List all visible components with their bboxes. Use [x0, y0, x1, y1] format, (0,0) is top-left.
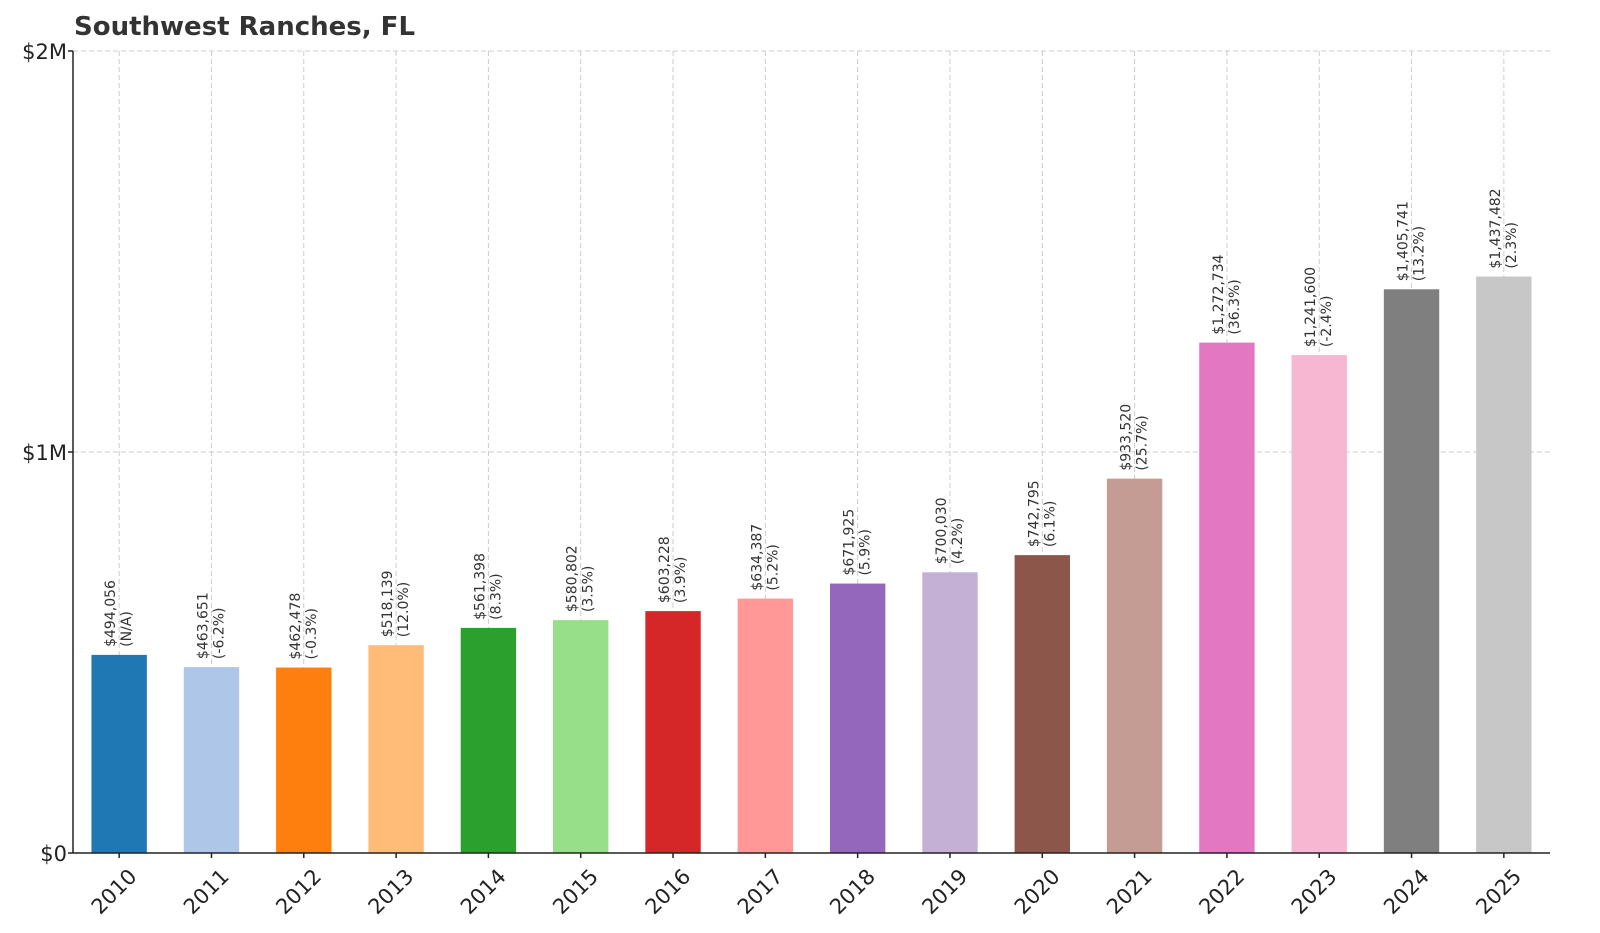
- x-tick-label: 2025: [1471, 864, 1526, 919]
- x-tick-label: 2010: [87, 864, 142, 919]
- bar-2012: [276, 667, 332, 853]
- change-label: (3.5%): [581, 566, 597, 613]
- data-label-2018: $671,925(5.9%): [842, 509, 874, 576]
- change-label: (5.2%): [765, 544, 781, 591]
- data-label-2024: $1,405,741(13.2%): [1396, 201, 1428, 281]
- value-label: $671,925: [842, 509, 858, 576]
- value-label: $700,030: [934, 497, 950, 564]
- data-label-2011: $463,651(-6.2%): [195, 592, 227, 659]
- x-tick-label: 2019: [917, 864, 972, 919]
- value-label: $580,802: [565, 545, 581, 612]
- data-label-2020: $742,795(6.1%): [1026, 480, 1058, 547]
- data-label-2012: $462,478(-0.3%): [288, 593, 320, 660]
- change-label: (13.2%): [1412, 226, 1428, 281]
- bar-2017: [737, 598, 794, 853]
- bar-layer: [91, 276, 1532, 854]
- value-label: $463,651: [195, 592, 211, 659]
- y-tick-label: $0: [40, 842, 67, 866]
- x-tick-label: 2022: [1194, 864, 1249, 919]
- x-tick-label: 2013: [364, 864, 419, 919]
- value-label: $933,520: [1119, 404, 1135, 471]
- data-label-2025: $1,437,482(2.3%): [1488, 188, 1520, 268]
- bar-2021: [1106, 478, 1163, 853]
- data-label-2010: $494,056(N/A): [103, 580, 135, 647]
- value-label: $603,228: [657, 536, 673, 603]
- bar-2020: [1014, 555, 1070, 853]
- bar-2014: [460, 627, 517, 853]
- change-label: (N/A): [119, 611, 135, 647]
- bar-2018: [829, 583, 886, 853]
- x-tick-label: 2014: [456, 864, 511, 919]
- bar-2022: [1199, 342, 1255, 853]
- value-label: $742,795: [1026, 480, 1042, 547]
- label-layer: $494,056(N/A) $463,651(-6.2%) $462,478(-0.…: [103, 188, 1520, 659]
- data-label-2023: $1,241,600(-2.4%): [1303, 267, 1335, 347]
- change-label: (5.9%): [858, 529, 874, 576]
- x-tick-label: 2021: [1102, 864, 1157, 919]
- data-label-2014: $561,398(8.3%): [472, 553, 504, 620]
- x-tick-label: 2012: [271, 864, 326, 919]
- x-tick-label: 2018: [825, 864, 880, 919]
- data-label-2017: $634,387(5.2%): [749, 524, 781, 591]
- bar-2010: [91, 654, 147, 853]
- data-label-2013: $518,139(12.0%): [380, 570, 412, 637]
- y-tick-label: $1M: [22, 441, 67, 465]
- value-label: $1,272,734: [1211, 254, 1227, 334]
- x-tick-label: 2023: [1287, 864, 1342, 919]
- change-label: (36.3%): [1227, 279, 1243, 334]
- change-label: (6.1%): [1042, 501, 1058, 548]
- x-tick-label: 2017: [733, 864, 788, 919]
- x-tick-label: 2024: [1379, 864, 1434, 919]
- value-label: $634,387: [749, 524, 765, 591]
- value-label: $518,139: [380, 570, 396, 637]
- bar-2025: [1476, 276, 1532, 854]
- change-label: (-6.2%): [211, 608, 227, 660]
- change-label: (8.3%): [488, 573, 504, 620]
- data-label-2015: $580,802(3.5%): [565, 545, 597, 612]
- change-label: (2.3%): [1504, 222, 1520, 269]
- value-label: $462,478: [288, 593, 304, 660]
- change-label: (3.9%): [673, 557, 689, 604]
- x-tick-label: 2011: [179, 864, 234, 919]
- bar-2019: [922, 572, 978, 853]
- change-label: (-2.4%): [1319, 296, 1335, 348]
- value-label: $1,405,741: [1396, 201, 1412, 281]
- x-tick-label: 2016: [641, 864, 696, 919]
- change-label: (12.0%): [396, 582, 412, 637]
- bar-2013: [368, 645, 424, 853]
- data-label-2021: $933,520(25.7%): [1119, 404, 1151, 471]
- data-label-2016: $603,228(3.9%): [657, 536, 689, 603]
- value-label: $561,398: [472, 553, 488, 620]
- data-label-2022: $1,272,734(36.3%): [1211, 254, 1243, 334]
- bar-2024: [1383, 289, 1440, 853]
- bar-2023: [1291, 355, 1347, 853]
- change-label: (-0.3%): [304, 608, 320, 660]
- bar-2015: [553, 620, 609, 853]
- data-label-2019: $700,030(4.2%): [934, 497, 966, 564]
- bar-2016: [645, 611, 701, 853]
- bar-2011: [183, 667, 240, 853]
- value-label: $1,437,482: [1488, 188, 1504, 268]
- change-label: (25.7%): [1135, 415, 1151, 470]
- x-tick-label: 2020: [1010, 864, 1065, 919]
- y-tick-label: $2M: [22, 40, 67, 64]
- change-label: (4.2%): [950, 518, 966, 565]
- value-label: $494,056: [103, 580, 119, 647]
- chart-title: Southwest Ranches, FL: [74, 12, 416, 42]
- value-label: $1,241,600: [1303, 267, 1319, 347]
- x-tick-label: 2015: [548, 864, 603, 919]
